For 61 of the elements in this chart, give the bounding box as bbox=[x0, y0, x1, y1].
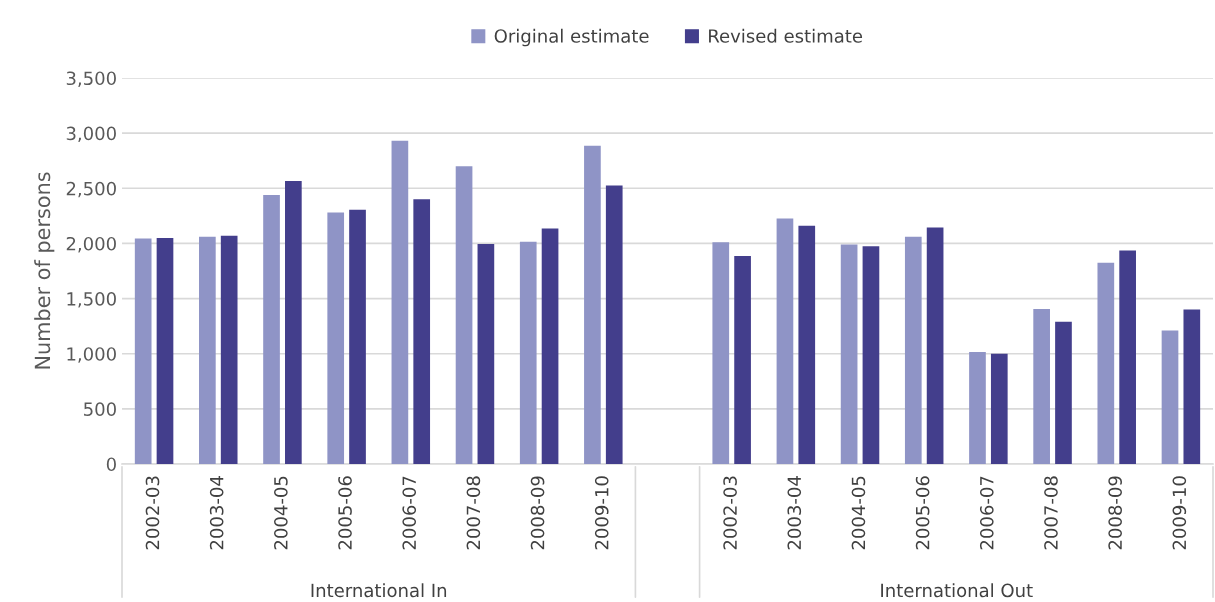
x-tick-label: 2004-05 bbox=[851, 476, 866, 550]
x-tick-label: 2005-06 bbox=[915, 476, 930, 550]
bar bbox=[541, 228, 559, 464]
y-tick-label: 1,500 bbox=[67, 292, 116, 308]
legend-label: Original estimate bbox=[494, 28, 649, 47]
bar bbox=[327, 212, 345, 464]
x-tick-label: 2008-09 bbox=[1108, 476, 1122, 550]
bar bbox=[734, 256, 751, 464]
y-tick-label: 3,000 bbox=[66, 126, 116, 143]
bar bbox=[840, 244, 858, 464]
x-tick-label: 2007-08 bbox=[466, 476, 481, 550]
x-tick-label: 2003-04 bbox=[209, 476, 224, 550]
x-tick-label: 2005-06 bbox=[338, 476, 352, 550]
x-tick-label: 2009-10 bbox=[1172, 476, 1187, 550]
bar bbox=[220, 235, 238, 464]
bar bbox=[776, 218, 794, 464]
bar bbox=[862, 246, 880, 464]
bar bbox=[926, 227, 944, 464]
legend-label: Revised estimate bbox=[709, 28, 863, 43]
bar bbox=[455, 166, 473, 464]
x-tick-label: 2002-03 bbox=[723, 476, 737, 550]
bar bbox=[990, 353, 1008, 464]
bar bbox=[263, 194, 280, 464]
text: International Out bbox=[881, 583, 1033, 598]
bar bbox=[969, 352, 986, 464]
bar bbox=[349, 209, 366, 464]
x-tick-label: 2002-03 bbox=[145, 476, 160, 550]
bar bbox=[1161, 330, 1179, 464]
y-tick-label: 500 bbox=[84, 402, 116, 416]
bar bbox=[199, 236, 216, 464]
y-tick-label: 2,500 bbox=[66, 181, 116, 198]
x-tick-label: 2008-09 bbox=[530, 476, 545, 550]
bar bbox=[413, 199, 431, 464]
bar bbox=[391, 140, 409, 464]
bar bbox=[1119, 250, 1136, 464]
bar bbox=[1097, 262, 1115, 464]
bar bbox=[798, 225, 816, 464]
x-tick-label: 2006-07 bbox=[402, 476, 417, 550]
y-tick-label: 2,000 bbox=[66, 236, 116, 253]
bar bbox=[1055, 321, 1072, 464]
bar bbox=[519, 241, 537, 464]
text: International In bbox=[311, 583, 447, 598]
y-tick-label: 3,500 bbox=[66, 71, 116, 87]
y-axis-title: Number of persons bbox=[34, 172, 55, 369]
bar bbox=[584, 145, 601, 464]
x-tick-label: 2006-07 bbox=[979, 476, 994, 550]
bar bbox=[605, 185, 623, 464]
bar bbox=[712, 242, 730, 464]
y-tick-label: 0 bbox=[106, 457, 116, 472]
bar bbox=[904, 236, 922, 464]
bar bbox=[1183, 309, 1201, 464]
bar bbox=[1033, 309, 1050, 464]
bar bbox=[134, 238, 152, 464]
bar bbox=[477, 243, 495, 464]
x-tick-label: 2004-05 bbox=[274, 476, 288, 550]
bar bbox=[285, 181, 302, 464]
bar bbox=[156, 237, 174, 464]
x-tick-label: 2007-08 bbox=[1044, 476, 1058, 550]
x-tick-label: 2003-04 bbox=[787, 476, 802, 550]
y-tick-label: 1,000 bbox=[67, 347, 116, 363]
x-tick-label: 2009-10 bbox=[594, 476, 609, 550]
